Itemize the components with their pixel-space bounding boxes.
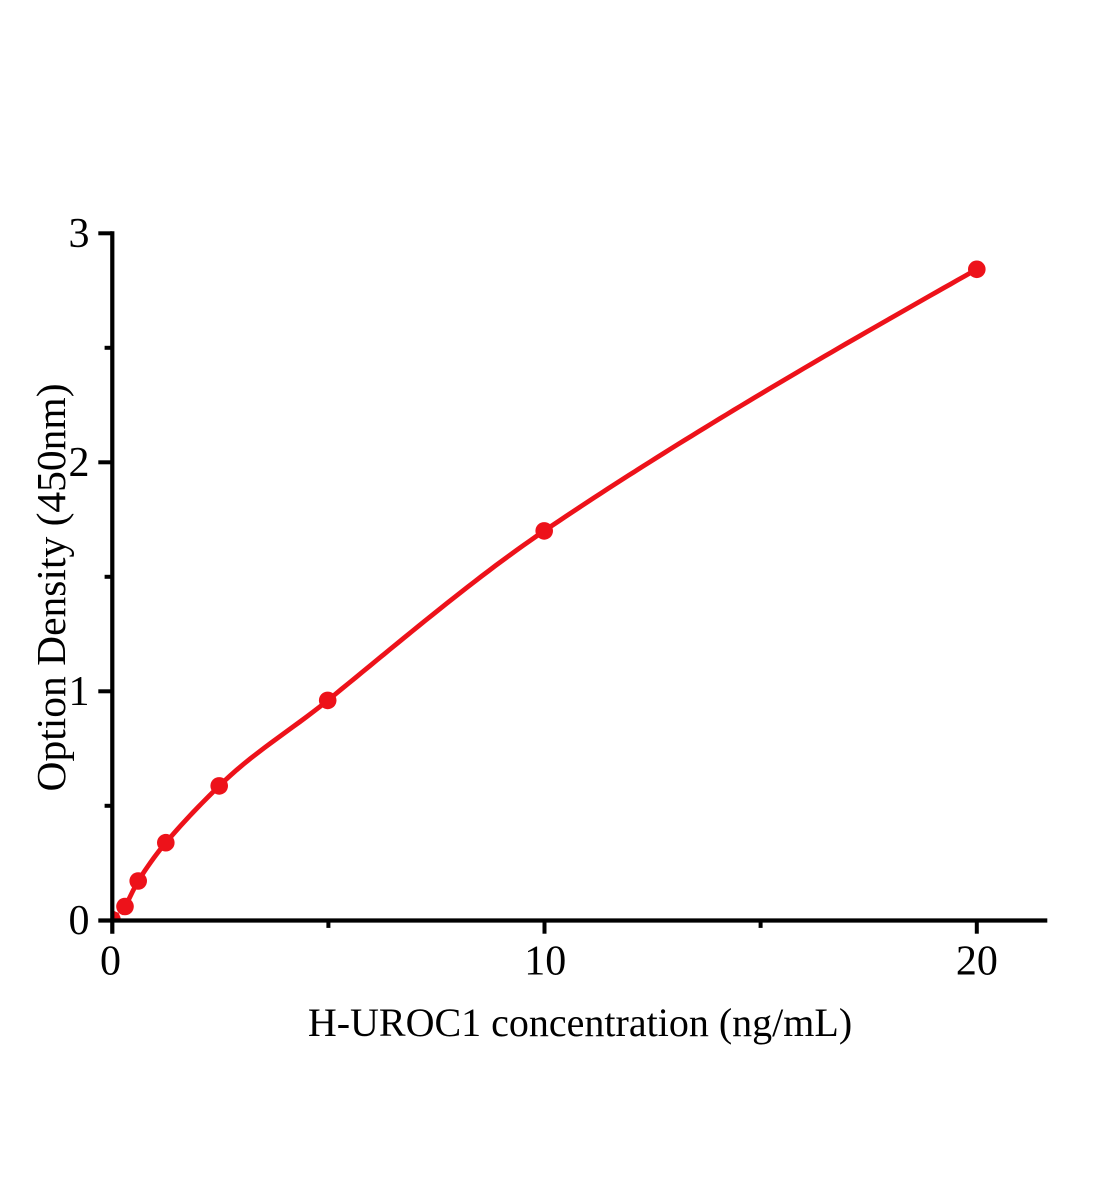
svg-text:0: 0 — [69, 898, 90, 944]
svg-text:H-UROC1 concentration (ng/mL): H-UROC1 concentration (ng/mL) — [308, 1000, 852, 1045]
svg-text:20: 20 — [956, 938, 998, 984]
svg-text:3: 3 — [69, 211, 90, 257]
svg-text:Option Density (450nm): Option Density (450nm) — [28, 383, 75, 791]
svg-text:1: 1 — [69, 669, 90, 715]
svg-text:10: 10 — [524, 938, 566, 984]
svg-text:2: 2 — [69, 440, 90, 486]
svg-text:0: 0 — [100, 938, 121, 984]
